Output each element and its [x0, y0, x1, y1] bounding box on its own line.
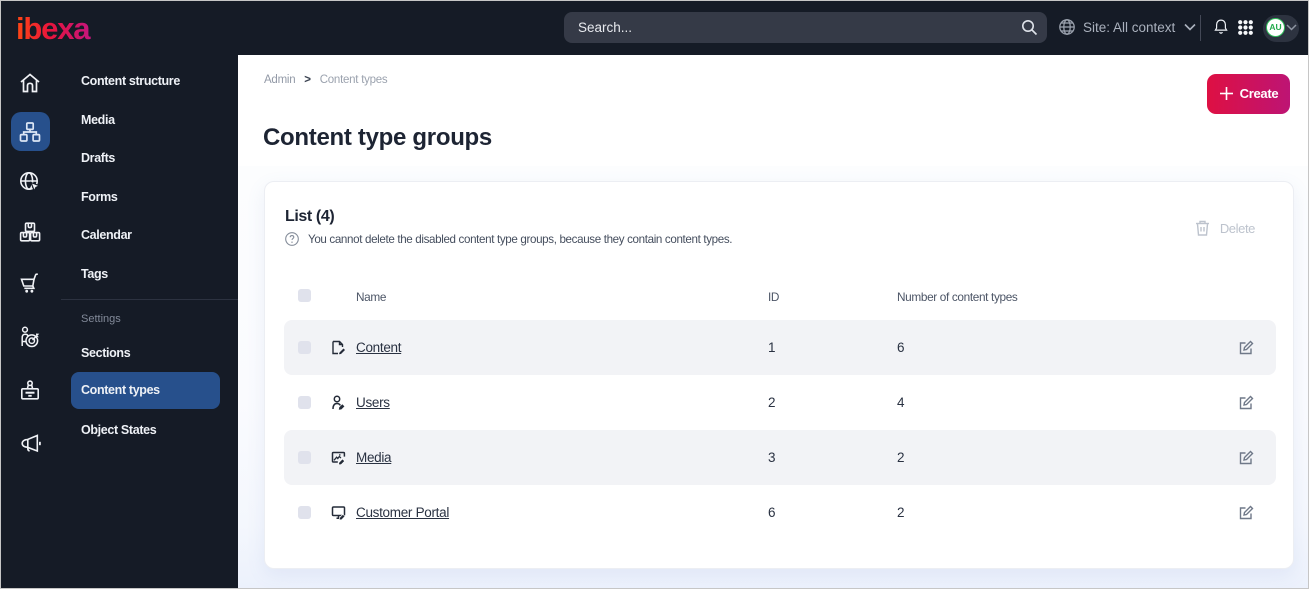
- svg-text:ibexa: ibexa: [16, 11, 91, 46]
